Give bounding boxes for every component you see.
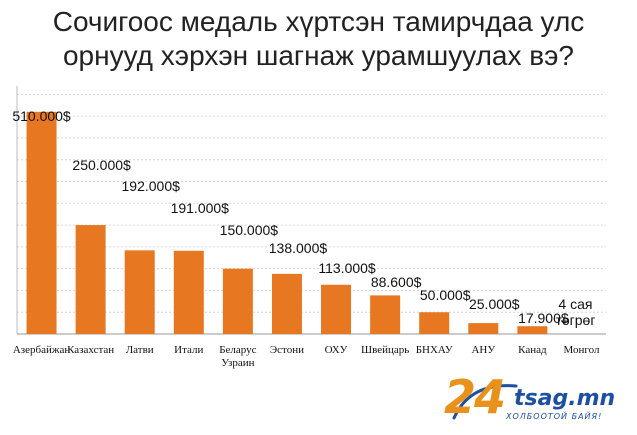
category-label-5: Беларус Узраин [219, 344, 256, 369]
value-label-1: 510.000$ [12, 108, 71, 124]
category-label-3: Латви [126, 344, 154, 356]
value-label-12: 4 сая төгрөг [555, 296, 595, 328]
category-label-10: АНУ [471, 344, 495, 356]
category-label-7: ОХУ [325, 344, 348, 356]
bar-4 [173, 250, 204, 334]
value-label-6: 138.000$ [269, 240, 328, 256]
logo-swoosh-icon [452, 384, 518, 420]
category-label-11: Канад [518, 344, 547, 356]
bar-11 [517, 326, 548, 334]
value-label-10: 25.000$ [469, 296, 520, 312]
logo-slogan: ХОЛБООТОЙ БАЙЯ! [506, 412, 603, 421]
value-label-8: 88.600$ [371, 274, 422, 290]
logo-name: tsag.mn [514, 386, 616, 411]
bar-8 [370, 295, 401, 334]
value-label-7: 113.000$ [318, 260, 376, 276]
value-label-4: 191.000$ [171, 200, 230, 216]
bar-10 [468, 323, 499, 334]
category-label-9: БНХАУ [416, 344, 453, 356]
bar-3 [124, 250, 155, 334]
category-label-6: Эстони [270, 344, 304, 356]
category-label-4: Итали [174, 344, 203, 356]
value-label-2: 250.000$ [72, 157, 131, 173]
bar-2 [75, 225, 106, 334]
bar-6 [271, 273, 302, 334]
bar-1 [26, 111, 57, 335]
bar-7 [321, 284, 352, 334]
value-label-5: 150.000$ [220, 222, 279, 238]
bar-9 [419, 312, 450, 334]
category-label-8: Швейцарь [361, 344, 409, 356]
value-label-9: 50.000$ [420, 287, 471, 303]
chart-title-line-2: орнууд хэрхэн шагнаж урамшуулах вэ? [62, 40, 574, 71]
value-label-11: 17.900$ [518, 310, 569, 326]
category-label-12: Монгол [563, 344, 599, 356]
logo-number: 24 [444, 370, 506, 424]
category-label-2: Казахстан [67, 344, 114, 356]
category-label-1: Азербайжан [13, 344, 71, 356]
bar-5 [222, 268, 253, 334]
chart-title-line-1: Сочигоос медаль хүртсэн тамирчдаа улс [52, 6, 585, 37]
site-logo: 24 tsag.mn ХОЛБООТОЙ БАЙЯ! [444, 372, 629, 430]
value-label-3: 192.000$ [122, 178, 181, 194]
